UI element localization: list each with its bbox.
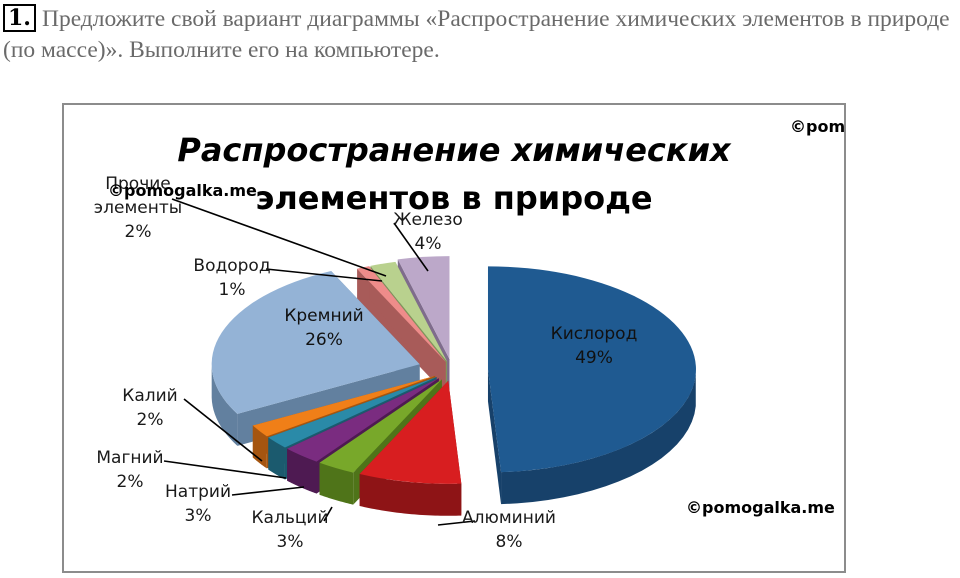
slice-name-label: Железо xyxy=(393,210,463,230)
task-header: 1. Предложите свой вариант диаграммы «Рас… xyxy=(3,4,958,66)
slice-outer-wall xyxy=(359,474,462,516)
leader-lines xyxy=(163,198,476,526)
slice-name-label: Алюминий xyxy=(462,508,556,528)
leader-line xyxy=(437,520,476,526)
slice-name-label: Водород xyxy=(193,256,270,276)
slice-value-label: 49% xyxy=(575,348,613,368)
slice-name-label: Кремний xyxy=(284,306,363,326)
slice-outer-wall xyxy=(287,448,317,494)
slice-name-label: элементы xyxy=(94,198,182,218)
watermark-left: ©pomogalka.me xyxy=(108,181,257,200)
pie-slice-1 xyxy=(487,266,696,505)
chart-title-line-2: элементов в природе xyxy=(255,179,652,217)
pie-slice-8 xyxy=(357,266,446,394)
leader-line xyxy=(163,460,287,479)
pie-slices xyxy=(211,256,696,516)
watermark-top-right: ©pomogalka.me xyxy=(790,117,844,136)
slice-top xyxy=(359,380,462,484)
slice-value-label: 3% xyxy=(185,506,212,526)
chart-frame: Кислород 49% Алюминий 8% Кальций 3% Натрий 3% Ма… xyxy=(62,103,846,573)
slice-name-label: Кальций xyxy=(251,508,328,528)
leader-line xyxy=(183,398,263,462)
leader-line xyxy=(265,268,383,282)
slice-top xyxy=(211,271,420,414)
slice-labels: Кислород 49% Алюминий 8% Кальций 3% Натрий 3% Ма… xyxy=(94,174,638,552)
chart-title-line-1: Распространение химических xyxy=(177,131,732,169)
slice-name-label: Кислород xyxy=(551,324,638,344)
slice-outer-wall xyxy=(501,374,696,505)
watermark-bottom-right: ©pomogalka.me xyxy=(686,498,835,517)
slice-outer-wall xyxy=(252,425,267,469)
slice-top xyxy=(487,266,696,473)
slice-value-label: 8% xyxy=(496,532,523,552)
slice-top xyxy=(252,375,436,437)
leader-line xyxy=(323,506,333,522)
slice-side-wall xyxy=(487,369,502,505)
slice-value-label: 2% xyxy=(137,410,164,430)
slice-top xyxy=(287,378,439,462)
leader-line xyxy=(231,486,305,496)
slice-value-label: 4% xyxy=(415,234,442,254)
slice-value-label: 1% xyxy=(219,280,246,300)
slice-name-label: Натрий xyxy=(165,482,231,502)
leader-line xyxy=(393,222,429,272)
slice-value-label: 3% xyxy=(277,532,304,552)
pie-slice-2 xyxy=(359,380,462,516)
slice-top xyxy=(268,377,437,448)
task-number: 1. xyxy=(3,4,36,32)
slice-value-label: 2% xyxy=(117,472,144,492)
slice-outer-wall xyxy=(268,437,285,480)
slice-top xyxy=(370,261,448,362)
slice-top xyxy=(319,379,442,473)
slice-outer-wall xyxy=(211,365,238,446)
task-text: Предложите свой вариант диаграммы «Распр… xyxy=(3,6,950,63)
slice-top xyxy=(357,266,446,362)
slice-value-label: 26% xyxy=(305,330,343,350)
slice-name-label: Прочие xyxy=(105,174,171,194)
slice-top xyxy=(397,256,450,360)
leader-line xyxy=(171,198,387,277)
slice-value-label: 2% xyxy=(125,222,152,242)
slice-name-label: Магний xyxy=(96,448,163,468)
pie-chart: Кислород 49% Алюминий 8% Кальций 3% Натрий 3% Ма… xyxy=(94,117,844,552)
slice-name-label: Калий xyxy=(122,386,177,406)
slice-outer-wall xyxy=(319,462,354,505)
